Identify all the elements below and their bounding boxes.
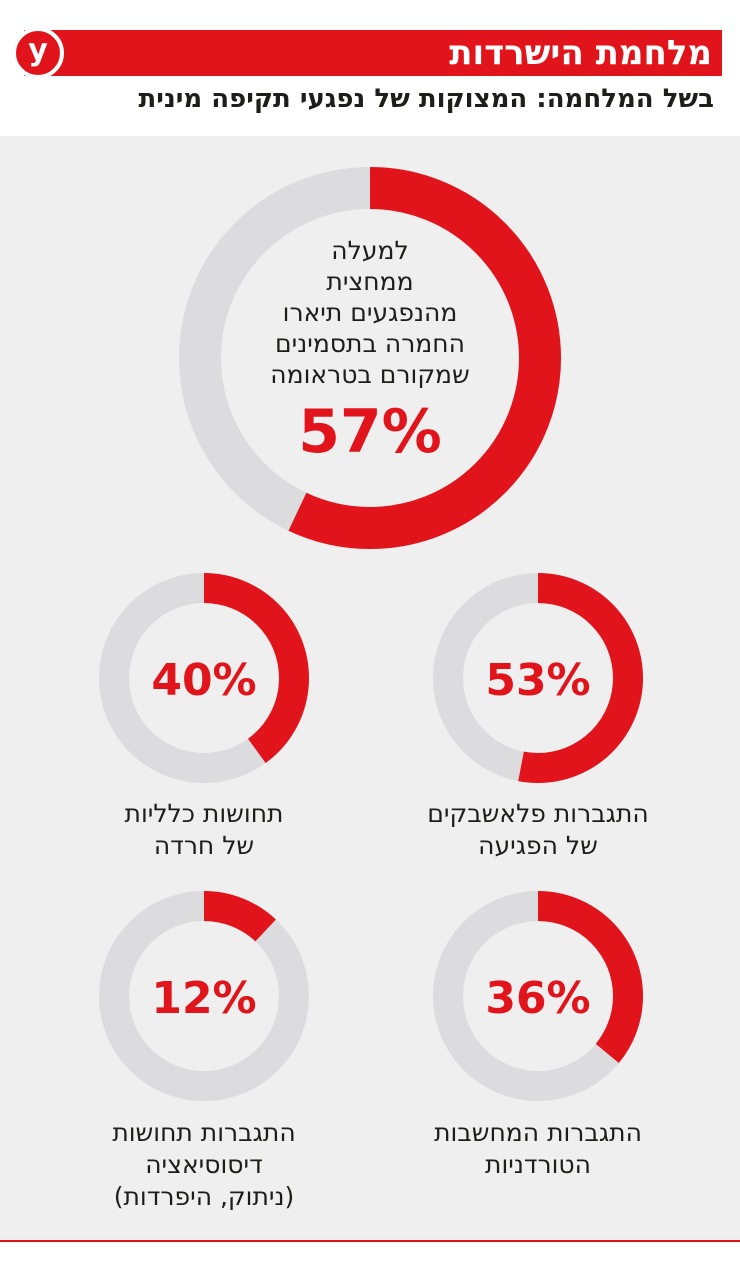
label-line: דיסוסיאציה (145, 1150, 263, 1179)
donut-value-label-flashbacks: 53% (485, 655, 590, 706)
thoughts-label: התגברות המחשבות הטורדניות (388, 1117, 688, 1181)
caption-line: למעלה (331, 236, 409, 265)
donut-value-label-dissociation: 12% (151, 973, 256, 1024)
logo-letter: y (28, 33, 48, 68)
donut-value-label-thoughts: 36% (485, 973, 590, 1024)
donut-value-label-main: 57% (298, 397, 442, 467)
donut-value-arc-thoughts (433, 891, 643, 1101)
donut-value-arc-flashbacks (433, 573, 643, 783)
anxiety-label: תחושות כלליות של חרדה (54, 798, 354, 862)
donut-value-arc-anxiety (99, 573, 309, 783)
dissociation-label: התגברות תחושות דיסוסיאציה (ניתוק, היפרדו… (54, 1117, 354, 1213)
page-subtitle: בשל המלחמה: המצוקות של נפגעי תקיפה מינית (138, 84, 714, 114)
bottom-rule (0, 1240, 740, 1242)
label-line: התגברות תחושות (112, 1118, 296, 1147)
donut-value-label-anxiety: 40% (151, 655, 256, 706)
header-bar (24, 30, 722, 76)
label-line: תחושות כלליות (124, 799, 284, 828)
caption-line: החמרה בתסמינים (275, 329, 465, 358)
donut-value-arc-main (179, 167, 561, 549)
main-donut-caption: למעלה ממחצית מהנפגעים תיארו החמרה בתסמינ… (220, 235, 520, 390)
label-line: התגברות המחשבות (434, 1118, 642, 1147)
flashbacks-label: התגברות פלאשבקים של הפגיעה (388, 798, 688, 862)
page-title: מלחמת הישרדות (449, 33, 712, 73)
label-line: (ניתוק, היפרדות) (113, 1182, 295, 1211)
caption-line: ממחצית (326, 267, 414, 296)
label-line: הטורדניות (485, 1150, 591, 1179)
donut-value-arc-dissociation (99, 891, 309, 1101)
label-line: של חרדה (153, 831, 255, 860)
label-line: של הפגיעה (478, 831, 598, 860)
caption-line: מהנפגעים תיארו (282, 298, 458, 327)
ynet-logo: y (12, 27, 64, 79)
label-line: התגברות פלאשבקים (427, 799, 649, 828)
caption-line: שמקורם בטראומה (270, 360, 470, 389)
